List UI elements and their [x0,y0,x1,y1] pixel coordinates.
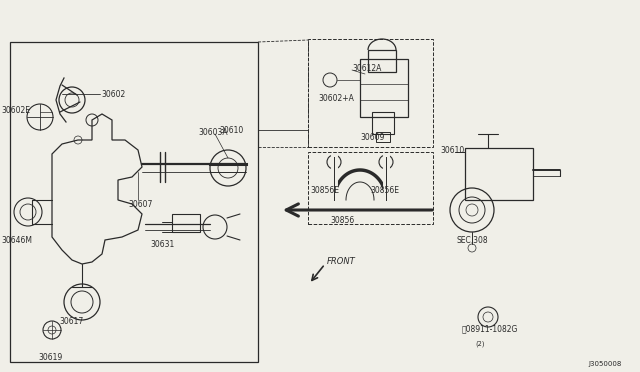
Text: 30609: 30609 [360,132,385,141]
Text: 30603A: 30603A [198,128,228,137]
Bar [360,59,408,117]
Text: 30619: 30619 [38,353,62,362]
Bar [172,214,200,232]
Text: J3050008: J3050008 [589,361,622,367]
Text: 30856: 30856 [330,215,355,224]
Text: (2): (2) [476,341,484,347]
Bar [308,152,433,224]
Text: 30856E: 30856E [310,186,339,195]
Bar [308,39,433,147]
Text: 30607: 30607 [128,199,152,208]
Text: 30612A: 30612A [352,64,381,73]
Text: SEC.308: SEC.308 [456,235,488,244]
Text: 30610: 30610 [220,125,244,135]
Text: 30856E: 30856E [370,186,399,195]
Text: 30602+A: 30602+A [318,93,354,103]
Text: 30631: 30631 [150,240,174,248]
Text: 30602E: 30602E [1,106,30,115]
Bar [465,148,533,200]
Text: 30602: 30602 [101,90,125,99]
Bar [10,42,258,362]
Text: 30610: 30610 [440,145,464,154]
Text: FRONT: FRONT [327,257,356,266]
Bar [376,132,390,142]
Bar [372,112,394,134]
Text: ⓝ08911-1082G: ⓝ08911-1082G [462,324,518,334]
Text: 30646M: 30646M [1,235,32,244]
Text: 30617: 30617 [60,317,84,327]
Bar [368,50,396,72]
